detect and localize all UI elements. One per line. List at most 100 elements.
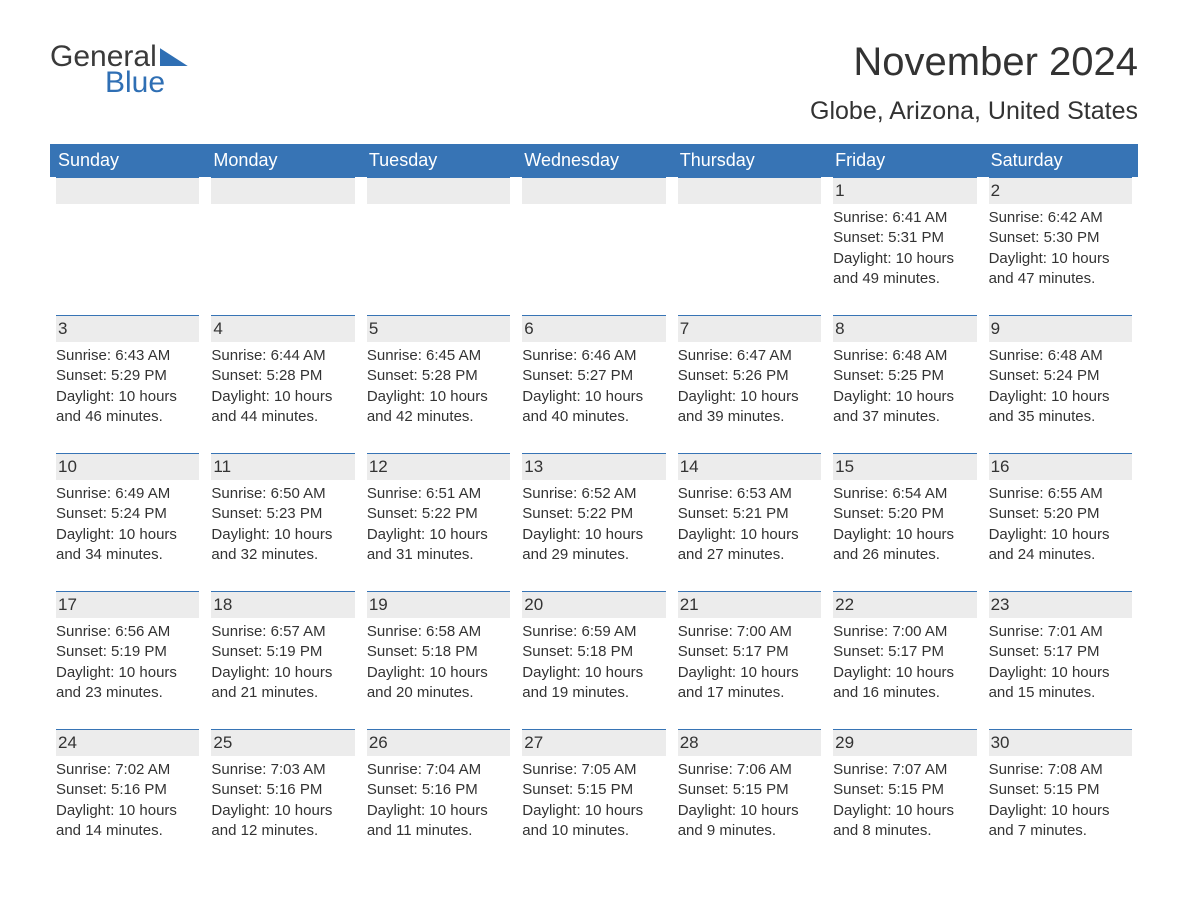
sunrise-text: Sunrise: 7:07 AM <box>833 760 974 780</box>
cell-body: Sunrise: 7:08 AMSunset: 5:15 PMDaylight:… <box>989 756 1132 841</box>
daylight-text: Daylight: 10 hours and 10 minutes. <box>522 801 663 842</box>
day-header-fri: Friday <box>827 144 982 177</box>
day-number: 16 <box>989 453 1132 480</box>
cell-body: Sunrise: 6:59 AMSunset: 5:18 PMDaylight:… <box>522 618 665 703</box>
cell-body: Sunrise: 6:51 AMSunset: 5:22 PMDaylight:… <box>367 480 510 565</box>
day-number: 23 <box>989 591 1132 618</box>
daylight-text: Daylight: 10 hours and 35 minutes. <box>989 387 1130 428</box>
calendar-cell: 21Sunrise: 7:00 AMSunset: 5:17 PMDayligh… <box>672 591 827 711</box>
sunset-text: Sunset: 5:15 PM <box>989 780 1130 800</box>
calendar-cell: 4Sunrise: 6:44 AMSunset: 5:28 PMDaylight… <box>205 315 360 435</box>
calendar-cell: 11Sunrise: 6:50 AMSunset: 5:23 PMDayligh… <box>205 453 360 573</box>
daylight-text: Daylight: 10 hours and 17 minutes. <box>678 663 819 704</box>
sunset-text: Sunset: 5:15 PM <box>522 780 663 800</box>
sunrise-text: Sunrise: 6:45 AM <box>367 346 508 366</box>
header: General Blue November 2024 Globe, Arizon… <box>50 40 1138 126</box>
day-number: 24 <box>56 729 199 756</box>
day-number: 9 <box>989 315 1132 342</box>
sunset-text: Sunset: 5:31 PM <box>833 228 974 248</box>
sunrise-text: Sunrise: 6:55 AM <box>989 484 1130 504</box>
calendar-week: 1Sunrise: 6:41 AMSunset: 5:31 PMDaylight… <box>50 177 1138 297</box>
logo-text-blue: Blue <box>105 66 188 100</box>
sunrise-text: Sunrise: 6:59 AM <box>522 622 663 642</box>
sunrise-text: Sunrise: 7:02 AM <box>56 760 197 780</box>
cell-body: Sunrise: 6:46 AMSunset: 5:27 PMDaylight:… <box>522 342 665 427</box>
calendar-cell <box>205 177 360 297</box>
weeks-container: 1Sunrise: 6:41 AMSunset: 5:31 PMDaylight… <box>50 177 1138 849</box>
sunrise-text: Sunrise: 6:49 AM <box>56 484 197 504</box>
sunset-text: Sunset: 5:16 PM <box>367 780 508 800</box>
cell-body: Sunrise: 6:49 AMSunset: 5:24 PMDaylight:… <box>56 480 199 565</box>
cell-body: Sunrise: 6:41 AMSunset: 5:31 PMDaylight:… <box>833 204 976 289</box>
daylight-text: Daylight: 10 hours and 39 minutes. <box>678 387 819 428</box>
cell-body: Sunrise: 6:55 AMSunset: 5:20 PMDaylight:… <box>989 480 1132 565</box>
sunrise-text: Sunrise: 6:41 AM <box>833 208 974 228</box>
cell-body: Sunrise: 7:02 AMSunset: 5:16 PMDaylight:… <box>56 756 199 841</box>
calendar-cell: 6Sunrise: 6:46 AMSunset: 5:27 PMDaylight… <box>516 315 671 435</box>
title-block: November 2024 Globe, Arizona, United Sta… <box>810 40 1138 126</box>
cell-body: Sunrise: 7:07 AMSunset: 5:15 PMDaylight:… <box>833 756 976 841</box>
calendar-cell: 18Sunrise: 6:57 AMSunset: 5:19 PMDayligh… <box>205 591 360 711</box>
daylight-text: Daylight: 10 hours and 7 minutes. <box>989 801 1130 842</box>
sunrise-text: Sunrise: 7:08 AM <box>989 760 1130 780</box>
cell-body: Sunrise: 6:53 AMSunset: 5:21 PMDaylight:… <box>678 480 821 565</box>
day-number: 26 <box>367 729 510 756</box>
calendar-week: 10Sunrise: 6:49 AMSunset: 5:24 PMDayligh… <box>50 453 1138 573</box>
sunset-text: Sunset: 5:23 PM <box>211 504 352 524</box>
day-number: 20 <box>522 591 665 618</box>
day-number <box>56 177 199 204</box>
day-number: 22 <box>833 591 976 618</box>
day-number: 17 <box>56 591 199 618</box>
sunrise-text: Sunrise: 6:57 AM <box>211 622 352 642</box>
calendar-cell: 29Sunrise: 7:07 AMSunset: 5:15 PMDayligh… <box>827 729 982 849</box>
cell-body: Sunrise: 6:56 AMSunset: 5:19 PMDaylight:… <box>56 618 199 703</box>
calendar-week: 3Sunrise: 6:43 AMSunset: 5:29 PMDaylight… <box>50 315 1138 435</box>
calendar-cell: 10Sunrise: 6:49 AMSunset: 5:24 PMDayligh… <box>50 453 205 573</box>
day-number: 5 <box>367 315 510 342</box>
sunrise-text: Sunrise: 6:58 AM <box>367 622 508 642</box>
logo: General Blue <box>50 40 188 100</box>
day-number: 2 <box>989 177 1132 204</box>
sunrise-text: Sunrise: 7:00 AM <box>833 622 974 642</box>
day-header-sun: Sunday <box>50 144 205 177</box>
daylight-text: Daylight: 10 hours and 34 minutes. <box>56 525 197 566</box>
sunset-text: Sunset: 5:28 PM <box>367 366 508 386</box>
day-number: 6 <box>522 315 665 342</box>
calendar-week: 17Sunrise: 6:56 AMSunset: 5:19 PMDayligh… <box>50 591 1138 711</box>
sunset-text: Sunset: 5:17 PM <box>833 642 974 662</box>
cell-body: Sunrise: 7:03 AMSunset: 5:16 PMDaylight:… <box>211 756 354 841</box>
sunset-text: Sunset: 5:24 PM <box>989 366 1130 386</box>
cell-body: Sunrise: 7:01 AMSunset: 5:17 PMDaylight:… <box>989 618 1132 703</box>
daylight-text: Daylight: 10 hours and 32 minutes. <box>211 525 352 566</box>
calendar-cell: 24Sunrise: 7:02 AMSunset: 5:16 PMDayligh… <box>50 729 205 849</box>
calendar-cell: 27Sunrise: 7:05 AMSunset: 5:15 PMDayligh… <box>516 729 671 849</box>
calendar-cell: 3Sunrise: 6:43 AMSunset: 5:29 PMDaylight… <box>50 315 205 435</box>
day-number: 11 <box>211 453 354 480</box>
sunrise-text: Sunrise: 6:43 AM <box>56 346 197 366</box>
day-number: 3 <box>56 315 199 342</box>
daylight-text: Daylight: 10 hours and 26 minutes. <box>833 525 974 566</box>
cell-body: Sunrise: 7:05 AMSunset: 5:15 PMDaylight:… <box>522 756 665 841</box>
day-number: 13 <box>522 453 665 480</box>
sunset-text: Sunset: 5:20 PM <box>833 504 974 524</box>
daylight-text: Daylight: 10 hours and 24 minutes. <box>989 525 1130 566</box>
month-title: November 2024 <box>810 40 1138 85</box>
calendar-cell: 26Sunrise: 7:04 AMSunset: 5:16 PMDayligh… <box>361 729 516 849</box>
day-number: 28 <box>678 729 821 756</box>
calendar-cell: 5Sunrise: 6:45 AMSunset: 5:28 PMDaylight… <box>361 315 516 435</box>
sunset-text: Sunset: 5:18 PM <box>367 642 508 662</box>
sunset-text: Sunset: 5:25 PM <box>833 366 974 386</box>
daylight-text: Daylight: 10 hours and 37 minutes. <box>833 387 974 428</box>
sunrise-text: Sunrise: 7:05 AM <box>522 760 663 780</box>
calendar: Sunday Monday Tuesday Wednesday Thursday… <box>50 144 1138 849</box>
calendar-week: 24Sunrise: 7:02 AMSunset: 5:16 PMDayligh… <box>50 729 1138 849</box>
sunset-text: Sunset: 5:16 PM <box>56 780 197 800</box>
logo-triangle-icon <box>160 48 188 66</box>
day-number: 19 <box>367 591 510 618</box>
sunset-text: Sunset: 5:15 PM <box>833 780 974 800</box>
day-number: 25 <box>211 729 354 756</box>
cell-body: Sunrise: 7:00 AMSunset: 5:17 PMDaylight:… <box>833 618 976 703</box>
calendar-cell: 16Sunrise: 6:55 AMSunset: 5:20 PMDayligh… <box>983 453 1138 573</box>
cell-body: Sunrise: 6:57 AMSunset: 5:19 PMDaylight:… <box>211 618 354 703</box>
calendar-cell: 25Sunrise: 7:03 AMSunset: 5:16 PMDayligh… <box>205 729 360 849</box>
